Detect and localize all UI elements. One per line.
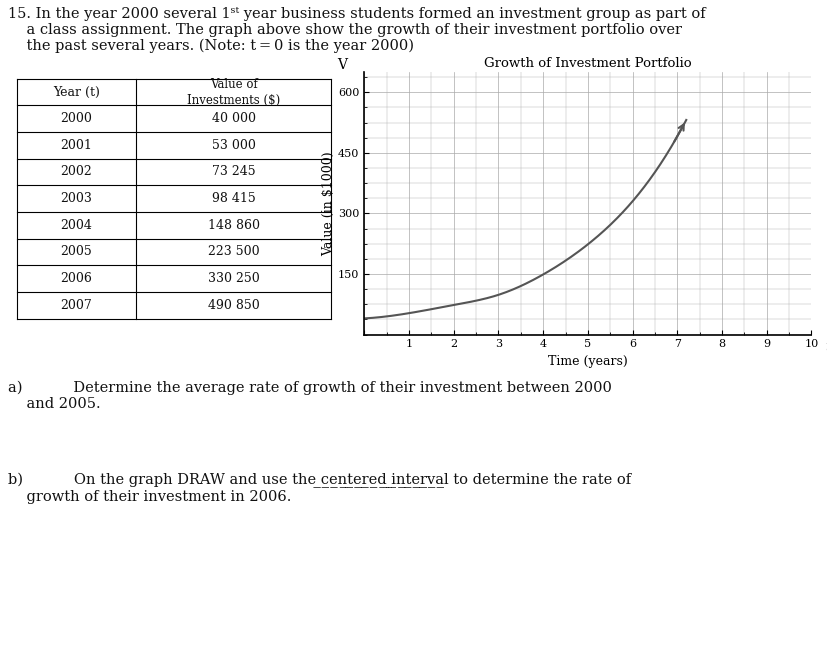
Text: 73 245: 73 245 [212,165,256,178]
Text: 490 850: 490 850 [208,298,259,312]
Text: 40 000: 40 000 [212,112,256,125]
Text: 2002: 2002 [60,165,92,178]
Text: 2001: 2001 [60,139,92,152]
Text: Year (t): Year (t) [53,85,100,98]
Text: Value of
Investments ($): Value of Investments ($) [187,77,280,106]
Text: 53 000: 53 000 [212,139,256,152]
Text: a)           Determine the average rate of growth of their investment between 20: a) Determine the average rate of growth … [8,380,611,411]
Title: Growth of Investment Portfolio: Growth of Investment Portfolio [484,56,691,70]
Text: V: V [337,58,347,72]
Text: 15. In the year 2000 several 1ˢᵗ year business students formed an investment gro: 15. In the year 2000 several 1ˢᵗ year bu… [8,7,705,53]
Text: 2000: 2000 [60,112,92,125]
Text: 98 415: 98 415 [212,192,256,205]
Text: 223 500: 223 500 [208,245,259,258]
Y-axis label: Value (in $1000): Value (in $1000) [322,151,335,256]
Text: 2006: 2006 [60,272,92,285]
Text: t: t [824,340,827,354]
Text: b)           On the graph DRAW and use the ̲c̲e̲n̲t̲e̲r̲e̲d̲ ̲i̲n̲t̲e̲r̲v̲a̲l to: b) On the graph DRAW and use the ̲c̲e̲n̲… [8,472,631,504]
Text: 330 250: 330 250 [208,272,259,285]
Text: 148 860: 148 860 [208,219,260,232]
Text: 2003: 2003 [60,192,92,205]
X-axis label: Time (years): Time (years) [547,355,627,368]
Text: 2005: 2005 [60,245,92,258]
Text: 2004: 2004 [60,219,92,232]
Text: 2007: 2007 [60,298,92,312]
